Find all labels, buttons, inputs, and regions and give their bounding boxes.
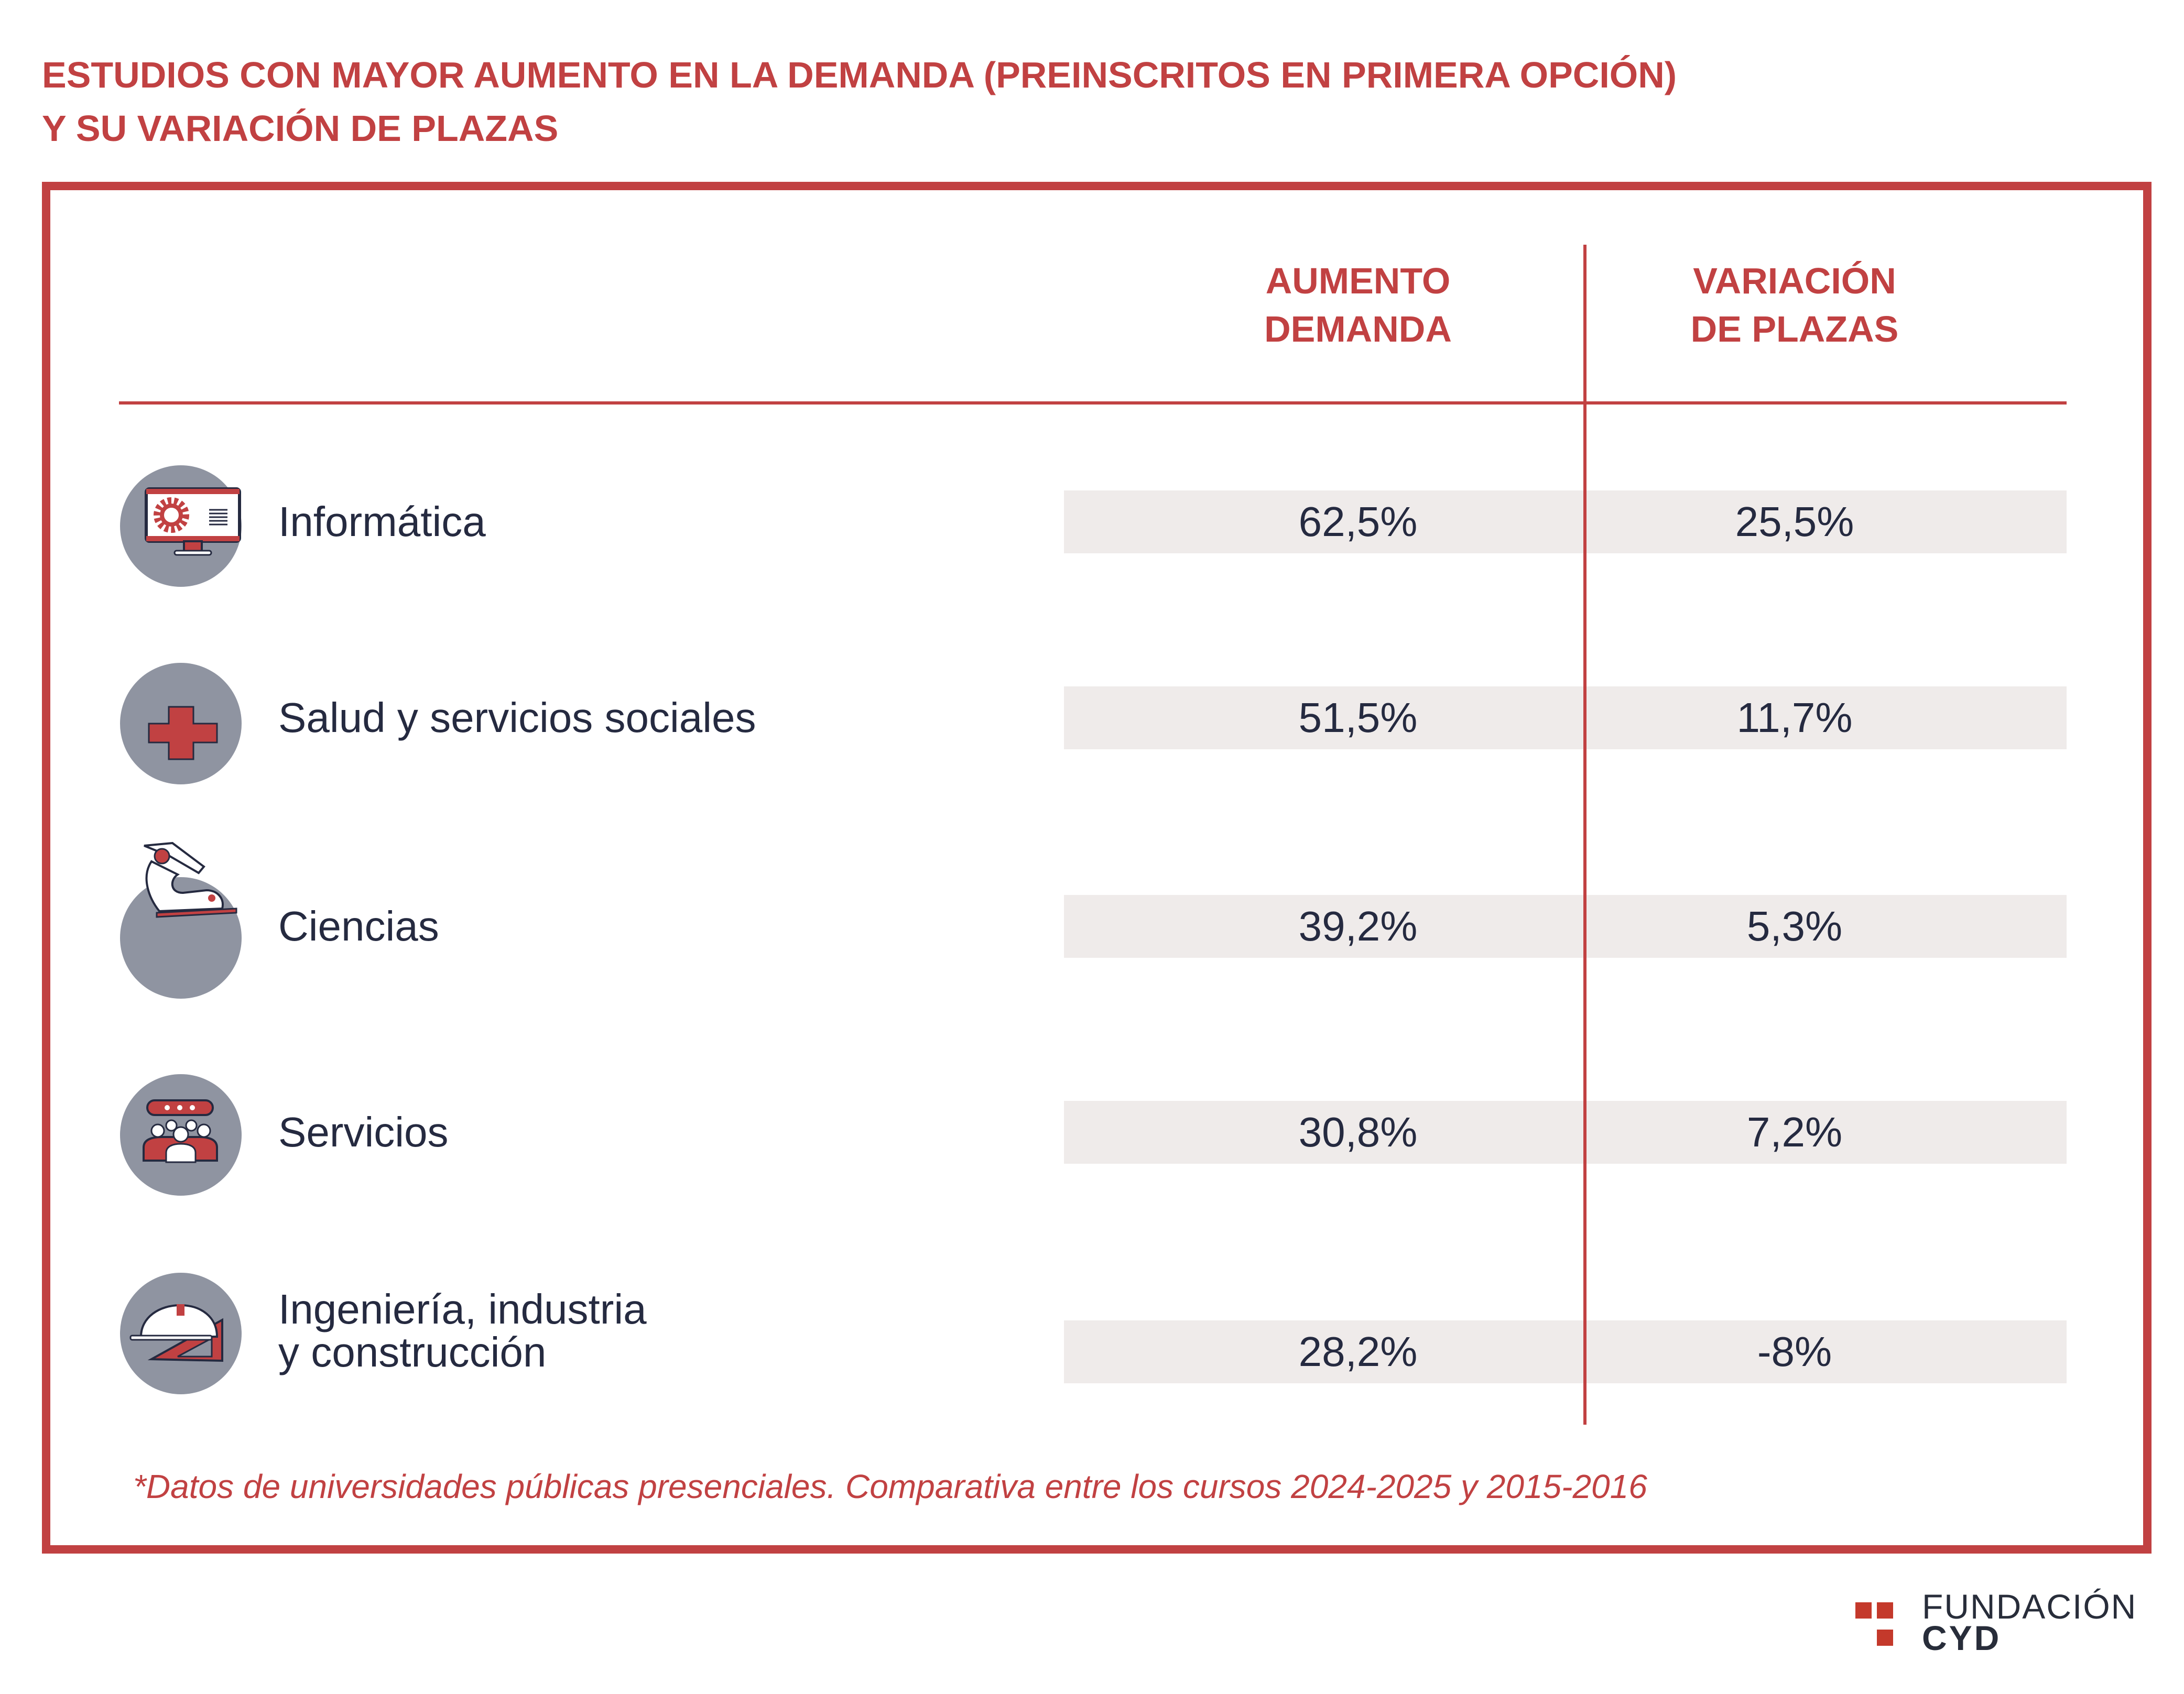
demand-value: 28,2% <box>1298 1328 1418 1375</box>
table-row-bg <box>1064 1101 2067 1164</box>
row-label-line: Ciencias <box>278 903 439 949</box>
places-value: 11,7% <box>1736 694 1853 741</box>
places-value: 7,2% <box>1746 1109 1843 1155</box>
logo-text-bottom: CYD <box>1922 1619 2002 1657</box>
footnote: *Datos de universidades públicas presenc… <box>133 1468 1647 1505</box>
column-header-demand: AUMENTO DEMANDA <box>1201 257 1515 353</box>
row-label: Salud y servicios sociales <box>278 696 756 739</box>
column-header-demand-line2: DEMANDA <box>1264 309 1452 349</box>
demand-value: 39,2% <box>1298 903 1418 949</box>
logo-text-top: FUNDACIÓN <box>1922 1587 2137 1626</box>
fundacion-cyd-logo: FUNDACIÓN CYD <box>1855 1587 2170 1657</box>
table-frame <box>42 182 2152 1554</box>
places-value: 25,5% <box>1735 498 1854 545</box>
row-label: Ingeniería, industria y construcción <box>278 1288 647 1374</box>
column-header-places-line2: DE PLAZAS <box>1690 309 1899 349</box>
page-title: ESTUDIOS CON MAYOR AUMENTO EN LA DEMANDA… <box>42 48 1677 155</box>
table-row-bg <box>1064 490 2067 553</box>
medical-cross-icon <box>120 663 242 784</box>
row-label-line: Informática <box>278 498 486 545</box>
demand-value: 30,8% <box>1298 1109 1418 1155</box>
header-divider <box>119 401 2067 405</box>
places-value: 5,3% <box>1746 903 1843 949</box>
column-header-places: VARIACIÓN DE PLAZAS <box>1637 257 1952 353</box>
helmet-ruler-icon <box>120 1273 242 1394</box>
microscope-icon <box>120 841 242 999</box>
row-label-line: Salud y servicios sociales <box>278 694 756 741</box>
places-value: -8% <box>1757 1328 1832 1375</box>
title-line-1: ESTUDIOS CON MAYOR AUMENTO EN LA DEMANDA… <box>42 54 1677 95</box>
row-label: Servicios <box>278 1111 449 1154</box>
logo-square <box>1877 1630 1893 1646</box>
row-label-line-2: y construcción <box>278 1329 547 1375</box>
demand-value: 62,5% <box>1298 498 1418 545</box>
column-divider <box>1583 245 1587 1425</box>
row-label: Ciencias <box>278 905 439 948</box>
logo-square <box>1855 1602 1872 1619</box>
row-label-line: Ingeniería, industria <box>278 1286 647 1332</box>
table-row-bg <box>1064 1320 2067 1383</box>
people-group-icon <box>120 1074 242 1196</box>
table-row-bg <box>1064 895 2067 958</box>
logo-square <box>1877 1602 1893 1619</box>
row-label-line: Servicios <box>278 1109 449 1155</box>
demand-value: 51,5% <box>1298 694 1418 741</box>
row-label: Informática <box>278 500 486 543</box>
column-header-demand-line1: AUMENTO <box>1265 260 1451 301</box>
computer-gear-icon <box>120 465 242 587</box>
column-header-places-line1: VARIACIÓN <box>1693 260 1896 301</box>
title-line-2: Y SU VARIACIÓN DE PLAZAS <box>42 108 559 149</box>
table-row-bg <box>1064 686 2067 749</box>
